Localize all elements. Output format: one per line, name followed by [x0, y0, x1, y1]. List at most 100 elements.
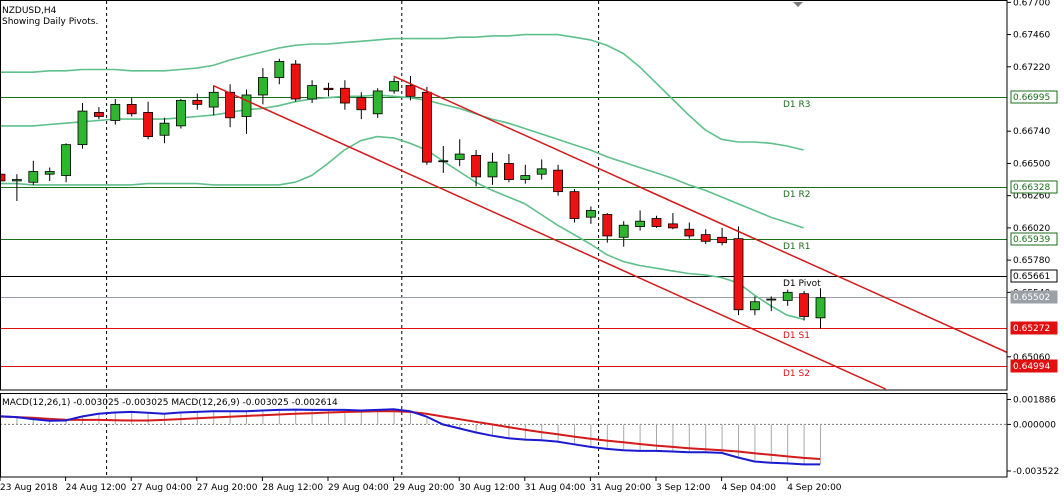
candle-body — [257, 77, 268, 96]
candle — [421, 86, 432, 165]
candle — [684, 222, 695, 239]
candle — [553, 164, 563, 196]
price-tag: 0.65502 — [1010, 290, 1058, 304]
pivot-labels: D1 R3 D1 R2 D1 R1 D1 Pivot D1 S1 D1 S2 — [783, 100, 821, 379]
candle — [126, 97, 137, 117]
candle — [11, 174, 22, 202]
candle-body — [372, 90, 383, 115]
price-tag-box — [1010, 321, 1058, 335]
time-tick-label: 27 Aug 20:00 — [197, 483, 258, 493]
price-tag-box — [1010, 90, 1058, 104]
candle-body — [668, 223, 678, 229]
candle — [536, 159, 547, 180]
candle — [77, 103, 88, 149]
candle-body — [471, 154, 482, 178]
candle-body — [520, 175, 531, 180]
candle — [405, 76, 416, 101]
candle-body — [339, 87, 350, 104]
price-tick-label: 0.66260 — [1013, 192, 1050, 202]
candle-body — [782, 291, 793, 301]
price-tick-label: 0.65780 — [1013, 256, 1050, 266]
price-tag-box — [1010, 359, 1058, 373]
candle-body — [405, 85, 416, 97]
candle-body — [159, 122, 170, 136]
trend-channel[interactable] — [212, 75, 1017, 390]
candle-body — [175, 99, 186, 127]
candle — [307, 80, 318, 104]
time-axis[interactable]: 23 Aug 2018 24 Aug 12:00 27 Aug 04:00 27 Au… — [0, 477, 842, 493]
candle-body — [94, 112, 104, 117]
time-tick-label: 29 Aug 04:00 — [328, 483, 389, 493]
bollinger-middle — [0, 94, 804, 229]
candle-body — [28, 171, 39, 183]
price-tag: 0.64994 — [1010, 359, 1058, 373]
price-tags: 0.66995 0.66328 0.65939 0.65661 0.65272 0.649… — [1010, 90, 1058, 373]
price-tick-label: 0.67460 — [1013, 31, 1050, 41]
candle-body — [192, 99, 203, 105]
time-tick-label: 28 Aug 12:00 — [262, 483, 323, 493]
candle-body — [290, 63, 301, 100]
candle-body — [651, 218, 662, 227]
price-tag-label: 0.65661 — [1013, 272, 1050, 282]
time-tick-label: 3 Sep 12:00 — [656, 483, 711, 493]
candle-body — [356, 97, 367, 111]
pivot-label: D1 R3 — [783, 100, 811, 110]
candle — [717, 227, 727, 246]
candle — [372, 88, 383, 118]
candle-body — [815, 297, 826, 319]
time-tick-label: 27 Aug 04:00 — [131, 483, 192, 493]
candle-body — [323, 87, 334, 91]
price-tag-label: 0.66328 — [1013, 183, 1050, 193]
candle — [471, 150, 482, 187]
price-tag-label: 0.64994 — [1013, 362, 1050, 372]
candle — [766, 296, 777, 312]
bollinger-upper — [0, 33, 804, 151]
candle — [274, 58, 285, 85]
price-tag: 0.65272 — [1010, 321, 1058, 335]
price-tag-label: 0.65502 — [1013, 293, 1050, 303]
candle-body — [44, 171, 55, 175]
price-tick-label: 0.66500 — [1013, 159, 1050, 169]
candle — [733, 226, 744, 316]
candle — [454, 139, 465, 167]
candle — [44, 167, 55, 181]
candle — [651, 215, 662, 228]
channel-upper-line — [393, 75, 1007, 354]
candle-body — [274, 61, 285, 78]
candle — [438, 145, 449, 173]
channel-lower-line — [212, 84, 886, 390]
macd-axis: 0.001886 0.000000 -0.003522 — [1007, 395, 1059, 477]
candle — [61, 143, 71, 183]
candle-body — [126, 103, 137, 115]
price-tick-label: 0.66020 — [1013, 224, 1050, 234]
candle-body — [487, 161, 498, 178]
candle-body — [553, 169, 563, 193]
candle — [110, 99, 121, 125]
candle-body — [110, 103, 121, 121]
candle — [586, 206, 596, 224]
time-tick-label: 4 Sep 04:00 — [722, 483, 777, 493]
candle-body — [143, 112, 154, 137]
candle — [635, 210, 645, 231]
macd-tick-label: 0.000000 — [1013, 420, 1056, 430]
candle-body — [307, 85, 318, 100]
price-tag-label: 0.65272 — [1013, 324, 1050, 334]
candle-body — [438, 160, 449, 163]
scroll-marker-icon[interactable] — [793, 2, 803, 7]
macd-main-line — [0, 408, 820, 466]
pivot-label: D1 R2 — [783, 190, 811, 200]
candle-body — [799, 293, 809, 317]
time-tick-label: 31 Aug 20:00 — [590, 483, 651, 493]
candlesticks — [0, 58, 826, 329]
candle-body — [569, 191, 580, 219]
candle — [339, 80, 350, 110]
candle-body — [717, 236, 727, 244]
price-tick-label: 0.67220 — [1013, 63, 1050, 73]
candle — [618, 221, 629, 247]
pivot-label: D1 Pivot — [783, 279, 821, 289]
time-tick-label: 29 Aug 20:00 — [394, 483, 455, 493]
price-tag-label: 0.66995 — [1013, 93, 1050, 103]
time-tick-label: 23 Aug 2018 — [0, 483, 58, 493]
